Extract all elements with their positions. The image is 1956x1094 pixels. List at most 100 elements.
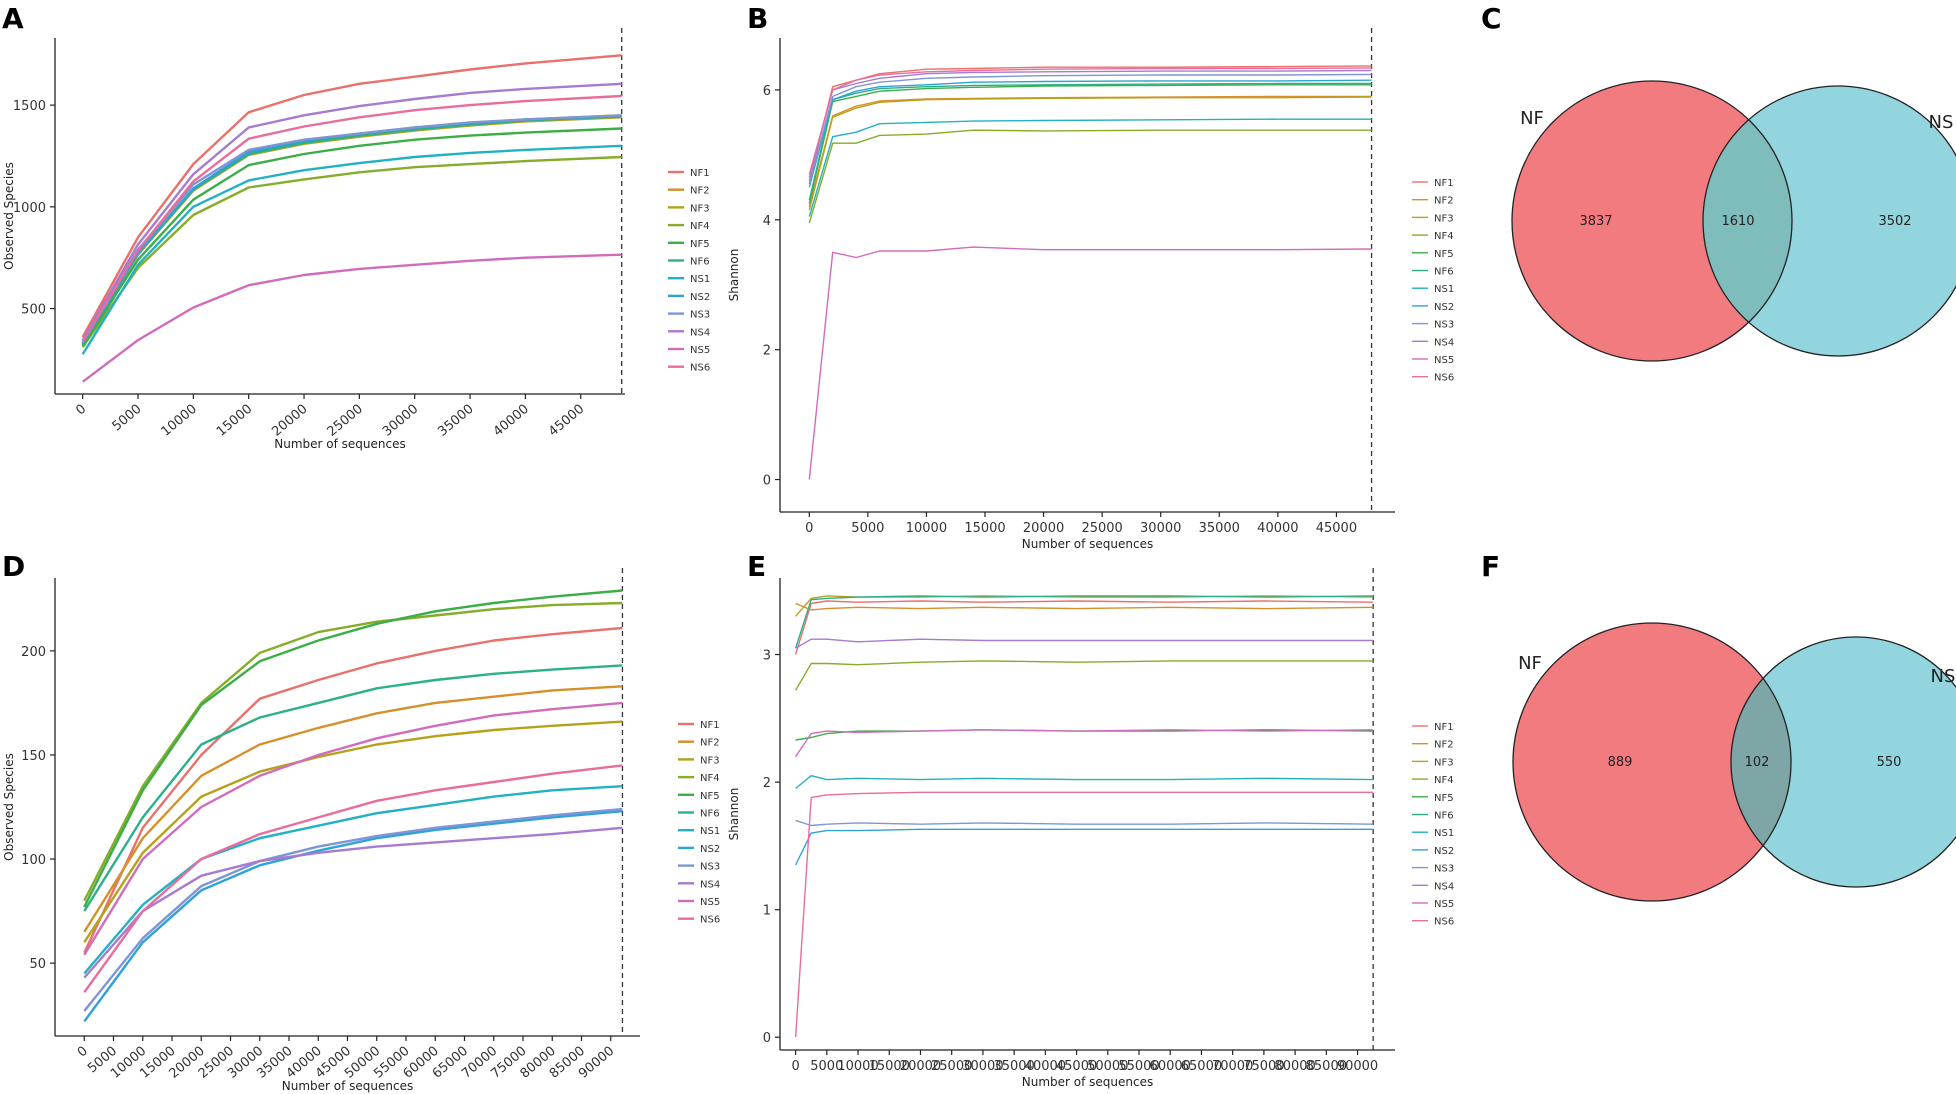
x-tick-label: 0 [75,1044,91,1061]
legend-label: NS6 [690,363,710,374]
y-axis-title: Shannon [727,249,741,302]
legend-label: NS2 [690,292,710,303]
legend-label: NF5 [690,239,710,250]
venn-set-label-nf: NF [1520,108,1544,129]
series-line-nf3 [83,720,623,943]
x-axis-title: Number of sequences [282,1079,413,1093]
y-tick-label: 0 [763,1031,771,1046]
legend-label: NF5 [700,791,720,802]
series-line-ns4 [795,638,1374,649]
y-tick-label: 500 [21,303,46,318]
series-line-nf4 [808,129,1372,224]
legend-label: NF2 [690,186,710,197]
x-tick-label: 30000 [962,1059,1003,1074]
legend-label: NS4 [700,879,720,890]
legend-label: NF6 [1434,811,1454,822]
x-tick-label: 70000 [1212,1059,1253,1074]
y-tick-label: 3 [763,649,771,664]
panel-e: E 0 1 2 3 0 5000100001500020000250003000035000… [727,550,1454,1089]
x-tick-label: 45000 [1056,1059,1097,1074]
x-tick-label: 10000 [906,521,947,536]
x-tick-label: 25000 [931,1059,972,1074]
x-tick-label: 65000 [1181,1059,1222,1074]
series-line-ns6 [808,67,1372,175]
legend-label: NS3 [1434,320,1454,331]
panel-f: F 889 102 550 NF NS [1481,550,1956,902]
series-line-nf2 [808,95,1372,207]
series-line-ns6 [83,764,623,994]
series-line-nf5 [81,127,622,347]
venn-count-overlap: 102 [1745,755,1770,770]
series-line-ns3 [808,73,1372,185]
y-tick-label: 2 [763,776,771,791]
series-line-nf4 [83,601,623,902]
panel-c: C 3837 1610 3502 NF NS [1481,2,1956,362]
legend-label: NF2 [1434,740,1454,751]
legend: NF1 NF2 NF3 NF4 NF5 NF6 NS1 NS2 NS3 NS4 NS5 NS6 [668,168,710,374]
x-tick-label: 20000 [900,1059,941,1074]
legend-label: NF4 [690,221,710,232]
legend-label: NS4 [1434,337,1454,348]
legend-label: NF6 [700,809,720,820]
y-tick-label: 150 [21,749,46,764]
x-tick-label: 0 [791,1059,799,1074]
series-line-ns5 [81,253,622,383]
y-axis-title: Observed Species [2,753,16,861]
x-tick-label: 30000 [1140,521,1181,536]
series-line-ns1 [808,118,1372,217]
series-line-nf1 [83,626,623,954]
x-tick-label: 5000 [851,521,884,536]
x-tick-label: 90000 [1337,1059,1378,1074]
series-line-ns5 [808,246,1372,480]
legend-label: NF3 [690,203,710,214]
series-line-nf5 [808,84,1372,204]
y-tick-label: 200 [21,645,46,660]
panel-letter: C [1481,2,1502,35]
legend: NF1 NF2 NF3 NF4 NF5 NF6 NS1 NS2 NS3 NS4 NS5 NS6 [678,720,720,926]
y-axis-title: Shannon [727,788,741,841]
venn-count-ns-only: 550 [1877,755,1902,770]
x-tick-label: 20000 [269,402,310,440]
legend-label: NF3 [1434,757,1454,768]
venn-circle-nf [1513,623,1791,901]
series-line-nf1 [794,600,1374,655]
series-line-ns4 [83,826,623,979]
venn-count-ns-only: 3502 [1878,214,1911,229]
venn-count-nf-only: 889 [1608,755,1633,770]
panel-letter: E [747,550,766,583]
legend-label: NS1 [1434,284,1454,295]
legend-label: NS6 [1434,917,1454,928]
venn-set-label-ns: NS [1929,112,1954,133]
y-tick-label: 100 [21,853,46,868]
x-tick-label: 10000 [159,402,200,440]
legend-label: NS2 [700,844,720,855]
venn-circle-ns [1731,637,1956,887]
panel-letter: B [747,2,768,35]
series-line-ns5 [795,729,1374,757]
series-line-nf5 [83,589,623,908]
x-tick-label: 35000 [993,1059,1034,1074]
y-tick-label: 50 [29,957,46,972]
x-tick-label: 15000 [869,1059,910,1074]
legend-label: NS3 [700,862,720,873]
y-axis-title: Observed Species [2,162,16,270]
series-line-ns4 [81,82,622,341]
venn-outline-ns [1730,636,1956,888]
series-line-ns3 [83,807,623,1012]
legend-label: NF6 [690,257,710,268]
series-line-ns1 [795,775,1374,790]
series-line-nf6 [794,595,1374,649]
x-tick-label: 80000 [1274,1059,1315,1074]
series-line-ns2 [83,810,623,1023]
x-tick-label: 25000 [325,402,366,440]
series-line-ns2 [794,828,1374,866]
x-tick-label: 75000 [1243,1059,1284,1074]
legend-label: NF4 [1434,775,1454,786]
legend-label: NS1 [690,274,710,285]
legend-label: NF3 [700,755,720,766]
legend-label: NS1 [700,826,720,837]
y-tick-label: 6 [763,84,771,99]
series-line-nf6 [83,664,623,912]
legend-label: NF5 [1434,793,1454,804]
